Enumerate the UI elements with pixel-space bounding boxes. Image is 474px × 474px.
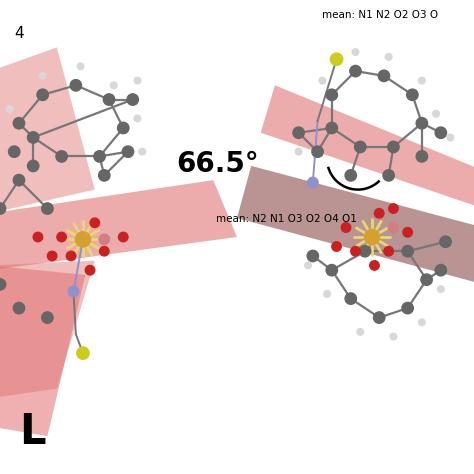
Circle shape: [13, 302, 25, 314]
Circle shape: [307, 250, 319, 262]
Circle shape: [365, 229, 380, 245]
Circle shape: [416, 151, 428, 162]
Circle shape: [359, 246, 371, 257]
Circle shape: [341, 223, 351, 232]
Circle shape: [66, 251, 76, 261]
Polygon shape: [0, 47, 95, 213]
Circle shape: [27, 132, 39, 143]
Circle shape: [345, 170, 356, 181]
Circle shape: [390, 333, 397, 340]
Circle shape: [42, 312, 53, 323]
Circle shape: [77, 347, 89, 359]
Circle shape: [100, 246, 109, 256]
Circle shape: [374, 312, 385, 323]
Circle shape: [419, 319, 425, 326]
Circle shape: [384, 246, 393, 256]
Circle shape: [77, 63, 84, 70]
Circle shape: [438, 286, 444, 292]
Circle shape: [90, 218, 100, 228]
Circle shape: [383, 170, 394, 181]
Circle shape: [68, 286, 79, 297]
Circle shape: [440, 236, 451, 247]
Circle shape: [345, 293, 356, 304]
Circle shape: [389, 204, 398, 213]
Circle shape: [319, 77, 326, 84]
Circle shape: [118, 232, 128, 242]
Circle shape: [134, 77, 141, 84]
Polygon shape: [0, 265, 85, 436]
Circle shape: [355, 141, 366, 153]
Circle shape: [47, 251, 57, 261]
Circle shape: [350, 65, 361, 77]
Circle shape: [324, 291, 330, 297]
Circle shape: [421, 274, 432, 285]
Circle shape: [94, 151, 105, 162]
Circle shape: [134, 115, 141, 122]
Text: 66.5°: 66.5°: [177, 149, 259, 178]
Circle shape: [139, 148, 146, 155]
Circle shape: [42, 203, 53, 214]
Circle shape: [118, 122, 129, 134]
Circle shape: [127, 94, 138, 105]
Circle shape: [85, 265, 95, 275]
Circle shape: [416, 118, 428, 129]
Circle shape: [27, 160, 39, 172]
Text: mean: N2 N1 O3 O2 O4 O1: mean: N2 N1 O3 O2 O4 O1: [216, 214, 356, 224]
Circle shape: [308, 177, 318, 188]
Circle shape: [435, 264, 447, 276]
Circle shape: [6, 106, 13, 112]
Circle shape: [388, 141, 399, 153]
Circle shape: [352, 49, 359, 55]
Circle shape: [447, 134, 454, 141]
Circle shape: [326, 122, 337, 134]
Polygon shape: [237, 166, 474, 284]
Text: L: L: [19, 410, 46, 453]
Circle shape: [75, 232, 91, 247]
Circle shape: [110, 82, 117, 89]
Circle shape: [403, 228, 412, 237]
Polygon shape: [0, 261, 95, 398]
Circle shape: [103, 94, 115, 105]
Circle shape: [385, 54, 392, 60]
Circle shape: [99, 170, 110, 181]
Circle shape: [293, 127, 304, 138]
Circle shape: [56, 151, 67, 162]
Text: mean: N1 N2 O2 O3 O: mean: N1 N2 O2 O3 O: [322, 10, 438, 20]
Circle shape: [9, 146, 20, 157]
Circle shape: [39, 73, 46, 79]
Circle shape: [295, 148, 302, 155]
Circle shape: [0, 203, 6, 214]
Circle shape: [351, 246, 360, 256]
Circle shape: [330, 53, 343, 65]
Circle shape: [70, 80, 82, 91]
Circle shape: [402, 246, 413, 257]
Circle shape: [435, 127, 447, 138]
Circle shape: [99, 234, 109, 245]
Circle shape: [312, 146, 323, 157]
Circle shape: [13, 174, 25, 186]
Circle shape: [33, 232, 43, 242]
Circle shape: [305, 262, 311, 269]
Circle shape: [326, 89, 337, 100]
Circle shape: [122, 146, 134, 157]
Circle shape: [407, 89, 418, 100]
Polygon shape: [261, 85, 474, 209]
Text: 4: 4: [14, 26, 24, 41]
Circle shape: [370, 261, 379, 270]
Circle shape: [326, 264, 337, 276]
Circle shape: [419, 77, 425, 84]
Circle shape: [37, 89, 48, 100]
Circle shape: [332, 242, 341, 251]
Circle shape: [374, 209, 384, 218]
Circle shape: [0, 279, 6, 290]
Circle shape: [402, 302, 413, 314]
Circle shape: [433, 110, 439, 117]
Circle shape: [13, 118, 25, 129]
Circle shape: [357, 328, 364, 335]
Circle shape: [388, 222, 399, 233]
Circle shape: [378, 70, 390, 82]
Polygon shape: [0, 180, 237, 270]
Circle shape: [57, 232, 66, 242]
